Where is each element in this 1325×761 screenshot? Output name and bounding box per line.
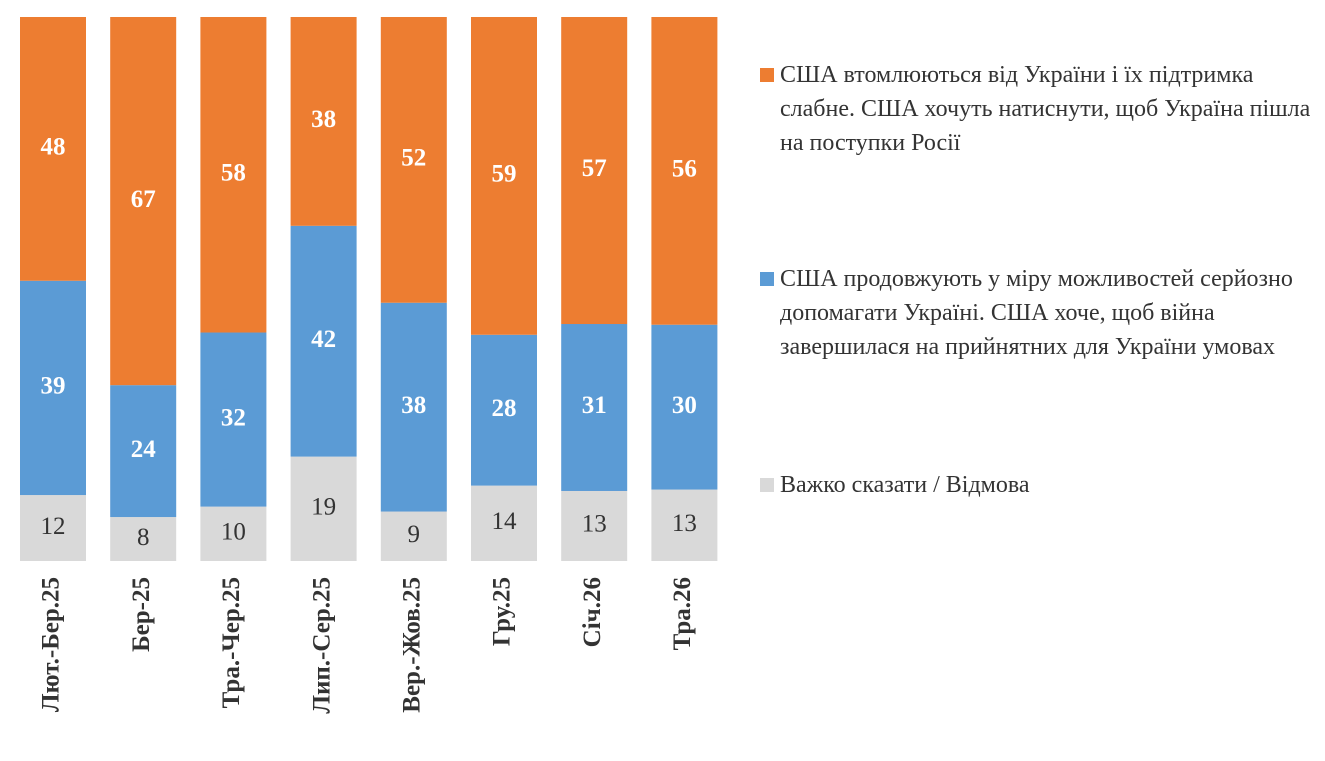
bar-segment — [290, 225, 357, 457]
bar-segment — [110, 517, 177, 561]
x-tick-label: Гру.25 — [489, 577, 516, 646]
x-tick-label: Вер.-Жов.25 — [399, 577, 426, 713]
x-tick-label: Тра.26 — [669, 577, 696, 650]
bar-segment — [290, 456, 357, 561]
bar-segment — [20, 280, 86, 496]
data-label: 14 — [492, 508, 518, 535]
bar-segment — [471, 334, 537, 486]
legend-label: Важко сказати / Відмова — [780, 472, 1030, 498]
legend-item: США втомлюються від України і їх підтрим… — [760, 58, 1320, 160]
data-label: 28 — [492, 395, 517, 422]
data-label: 24 — [131, 436, 157, 463]
data-label: 38 — [311, 106, 336, 133]
data-label: 59 — [492, 161, 517, 188]
legend-swatch — [760, 272, 774, 286]
bar-segment — [380, 302, 447, 512]
bar-segment — [110, 385, 177, 518]
data-label: 42 — [311, 326, 336, 353]
bar-segment — [200, 332, 267, 507]
data-label: 67 — [131, 186, 156, 213]
data-label: 56 — [672, 156, 697, 183]
data-label: 48 — [41, 134, 66, 161]
data-label: 12 — [41, 513, 66, 540]
data-label: 58 — [221, 159, 246, 186]
bar-segment — [290, 17, 357, 226]
data-label: 9 — [408, 521, 421, 548]
data-label: 32 — [221, 404, 246, 431]
bar-segment — [200, 506, 267, 561]
bar-segment — [110, 17, 177, 386]
bar-segment — [380, 17, 447, 303]
x-tick-label: Бер-25 — [128, 577, 155, 652]
legend-swatch — [760, 68, 774, 82]
bar-segment — [651, 489, 718, 561]
data-label: 30 — [672, 392, 697, 419]
legend-swatch — [760, 478, 774, 492]
bar-segment — [200, 17, 267, 333]
legend-item: США продовжують у міру можливостей серйо… — [760, 262, 1320, 364]
bar-segment — [651, 324, 718, 490]
x-tick-label: Лют.-Бер.25 — [38, 577, 65, 712]
bar-segment — [20, 17, 86, 281]
legend-label: США продовжують у міру можливостей серйо… — [780, 266, 1293, 360]
legend-item: Важко сказати / Відмова — [760, 468, 1320, 502]
data-label: 10 — [221, 519, 246, 546]
data-label: 13 — [672, 510, 697, 537]
bar-segment — [471, 17, 537, 335]
bar-segment — [380, 511, 447, 561]
data-label: 13 — [582, 511, 607, 538]
x-tick-label: Лип.-Сер.25 — [308, 577, 335, 714]
data-label: 39 — [41, 373, 66, 400]
bar-segment — [20, 495, 86, 561]
bar-segment — [561, 490, 628, 561]
x-tick-label: Тра.-Чер.25 — [218, 577, 245, 708]
bar-segment — [471, 485, 537, 561]
data-label: 52 — [401, 145, 426, 172]
data-label: 57 — [582, 155, 607, 182]
legend-label: США втомлюються від України і їх підтрим… — [780, 62, 1311, 156]
bar-segment — [651, 17, 718, 325]
data-label: 19 — [311, 494, 336, 521]
bar-segment — [561, 324, 628, 491]
bar-segment — [561, 17, 628, 325]
data-label: 8 — [137, 524, 150, 551]
data-label: 38 — [401, 392, 426, 419]
data-label: 31 — [582, 392, 607, 419]
x-tick-label: Січ.26 — [579, 577, 606, 647]
